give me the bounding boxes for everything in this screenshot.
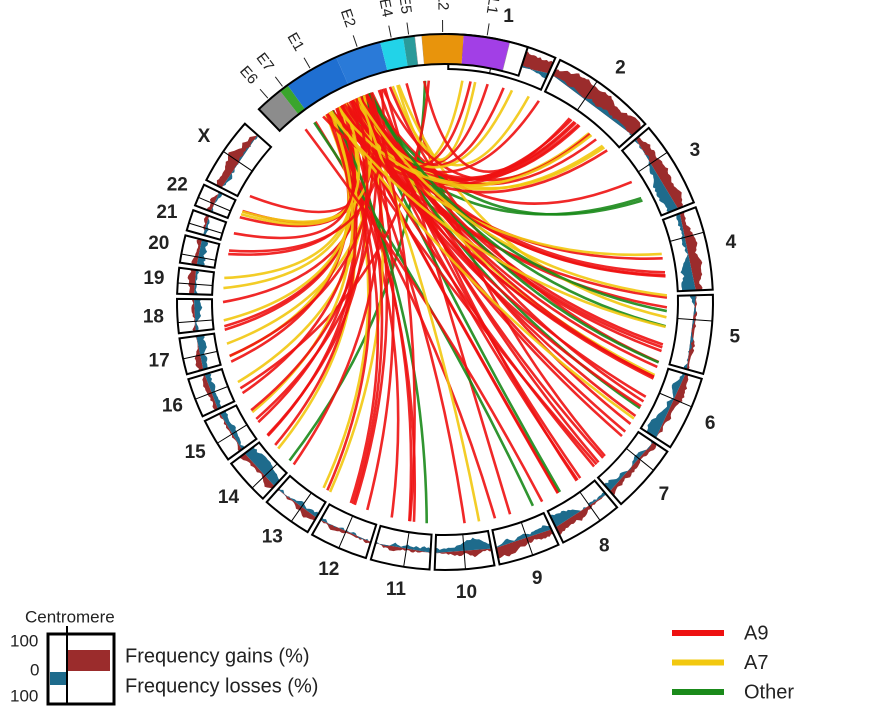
chromosome-label: 10	[456, 582, 477, 603]
legend-label: A9	[744, 622, 768, 644]
scale-label: 100	[10, 686, 38, 705]
chromosome-label: 21	[156, 202, 178, 223]
chromosome-label: 1	[503, 6, 514, 27]
label-tick	[353, 35, 357, 46]
hpv-label: E6	[236, 63, 261, 88]
chromosome-label: 16	[162, 396, 183, 417]
label-tick	[275, 77, 282, 87]
legend-label: A7	[744, 652, 768, 674]
gain-swatch	[67, 650, 110, 671]
chromosome-label: 13	[262, 526, 283, 547]
chromosome-label: 2	[615, 58, 626, 79]
losses-label: Frequency losses (%)	[125, 675, 318, 697]
label-tick	[487, 23, 489, 35]
legend-label: Other	[744, 681, 794, 703]
gain-track	[610, 442, 656, 496]
hpv-label: E1	[284, 30, 308, 54]
label-tick	[304, 58, 310, 68]
hpv-label: E2	[337, 7, 359, 30]
gain-track	[656, 374, 689, 438]
chromosome-label: 17	[149, 350, 170, 371]
scale-label: 100	[10, 631, 38, 650]
hpv-label: L2	[434, 0, 451, 10]
chromosome-label: 14	[218, 487, 240, 508]
chromosome-label: 22	[167, 174, 188, 195]
hpv-segment	[422, 34, 464, 65]
gain-track	[219, 413, 242, 451]
chromosome-label: 7	[659, 484, 670, 505]
chromosome-label: 12	[318, 559, 339, 580]
chromosome-label: 18	[143, 306, 164, 327]
legend: Centromere 100 0 100 Frequency gains (%)…	[10, 607, 794, 705]
scale-label: 0	[30, 660, 39, 679]
centromere-label: Centromere	[25, 607, 115, 626]
chromosome-label: 3	[690, 140, 701, 161]
chromosome-label: 19	[143, 268, 164, 289]
chromosome-label: 8	[599, 536, 610, 557]
loss-track	[647, 373, 686, 438]
chromosome-label: X	[198, 126, 211, 147]
chromosome-label: 9	[532, 568, 543, 589]
loss-swatch	[50, 672, 67, 685]
gains-label: Frequency gains (%)	[125, 645, 310, 667]
chromosome-label: 11	[386, 579, 407, 600]
loss-track	[278, 488, 319, 518]
label-tick	[389, 26, 391, 38]
chromosome-label: 4	[726, 232, 737, 253]
links	[223, 81, 667, 524]
label-tick	[260, 89, 268, 98]
chromosome-label: 6	[705, 413, 716, 434]
hpv-label: E4	[376, 0, 396, 19]
chromosome-label: 20	[148, 233, 169, 254]
hpv-label: L1	[483, 0, 502, 15]
hpv-label: E5	[395, 0, 414, 15]
chromosome-label: 15	[185, 442, 207, 463]
chromosome-label: 5	[730, 327, 741, 348]
label-tick	[407, 23, 409, 35]
